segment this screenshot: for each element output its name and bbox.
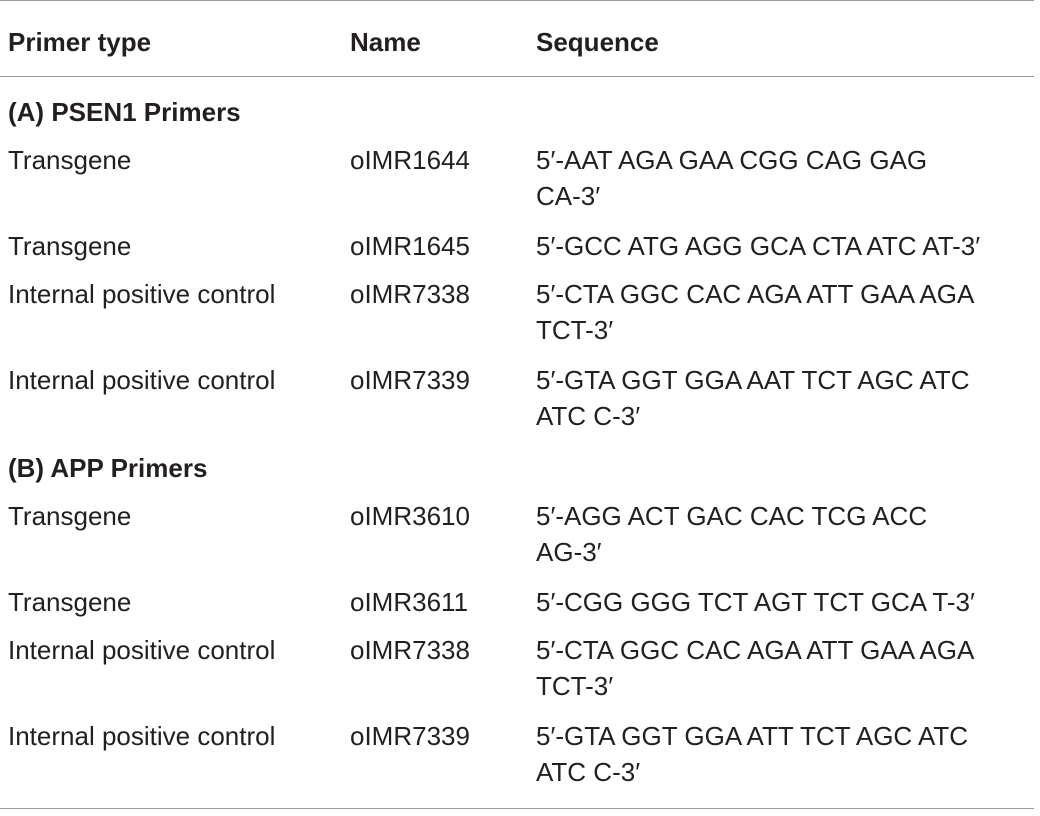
section-title-psen1: (A) PSEN1 Primers bbox=[8, 97, 241, 127]
row-primer-type: Transgene bbox=[8, 231, 132, 261]
row-sequence: 5′-GCC ATG AGG GCA CTA ATC AT-3′ bbox=[536, 228, 1034, 264]
row-primer-type: Internal positive control bbox=[8, 279, 276, 309]
header-name: Name bbox=[350, 27, 421, 57]
row-sequence: 5′-CGG GGG TCT AGT TCT GCA T-3′ bbox=[536, 584, 1034, 620]
sequence-line: AG-3′ bbox=[536, 537, 602, 567]
sequence-line: 5′-GCC ATG AGG GCA CTA ATC AT-3′ bbox=[536, 231, 981, 261]
header-sequence: Sequence bbox=[536, 27, 659, 57]
row-primer-type: Transgene bbox=[8, 501, 132, 531]
section-title-app: (B) APP Primers bbox=[8, 453, 208, 483]
row-name: oIMR3611 bbox=[350, 587, 469, 617]
sequence-line: 5′-AGG ACT GAC CAC TCG ACC bbox=[536, 501, 928, 531]
sequence-line: TCT-3′ bbox=[536, 671, 614, 701]
sequence-line: 5′-CGG GGG TCT AGT TCT GCA T-3′ bbox=[536, 587, 975, 617]
row-sequence: 5′-AGG ACT GAC CAC TCG ACC AG-3′ bbox=[536, 498, 1034, 570]
row-sequence: 5′-GTA GGT GGA AAT TCT AGC ATC ATC C-3′ bbox=[536, 362, 1034, 434]
header-primer-type: Primer type bbox=[8, 27, 152, 57]
table-bottom-rule bbox=[0, 808, 1034, 809]
row-name: oIMR1645 bbox=[350, 231, 470, 261]
row-primer-type: Internal positive control bbox=[8, 721, 276, 751]
row-name: oIMR7339 bbox=[350, 721, 470, 751]
sequence-line: 5′-AAT AGA GAA CGG CAG GAG bbox=[536, 145, 928, 175]
row-primer-type: Transgene bbox=[8, 145, 132, 175]
sequence-line: TCT-3′ bbox=[536, 315, 614, 345]
sequence-line: 5′-GTA GGT GGA AAT TCT AGC ATC bbox=[536, 365, 970, 395]
row-name: oIMR1644 bbox=[350, 145, 470, 175]
sequence-line: 5′-CTA GGC CAC AGA ATT GAA AGA bbox=[536, 635, 975, 665]
sequence-line: ATC C-3′ bbox=[536, 401, 641, 431]
row-name: oIMR7338 bbox=[350, 279, 470, 309]
sequence-line: 5′-GTA GGT GGA ATT TCT AGC ATC bbox=[536, 721, 969, 751]
row-name: oIMR7339 bbox=[350, 365, 470, 395]
header-divider-rule bbox=[0, 76, 1034, 77]
sequence-line: ATC C-3′ bbox=[536, 757, 641, 787]
sequence-line: 5′-CTA GGC CAC AGA ATT GAA AGA bbox=[536, 279, 975, 309]
row-sequence: 5′-CTA GGC CAC AGA ATT GAA AGA TCT-3′ bbox=[536, 276, 1034, 348]
row-name: oIMR3610 bbox=[350, 501, 470, 531]
row-primer-type: Internal positive control bbox=[8, 635, 276, 665]
row-primer-type: Transgene bbox=[8, 587, 132, 617]
row-name: oIMR7338 bbox=[350, 635, 470, 665]
row-sequence: 5′-CTA GGC CAC AGA ATT GAA AGA TCT-3′ bbox=[536, 632, 1034, 704]
sequence-line: CA-3′ bbox=[536, 181, 601, 211]
table-header-row: Primer type Name Sequence bbox=[0, 24, 1034, 60]
row-primer-type: Internal positive control bbox=[8, 365, 276, 395]
row-sequence: 5′-AAT AGA GAA CGG CAG GAG CA-3′ bbox=[536, 142, 1034, 214]
row-sequence: 5′-GTA GGT GGA ATT TCT AGC ATC ATC C-3′ bbox=[536, 718, 1034, 790]
table-top-rule bbox=[0, 0, 1034, 1]
